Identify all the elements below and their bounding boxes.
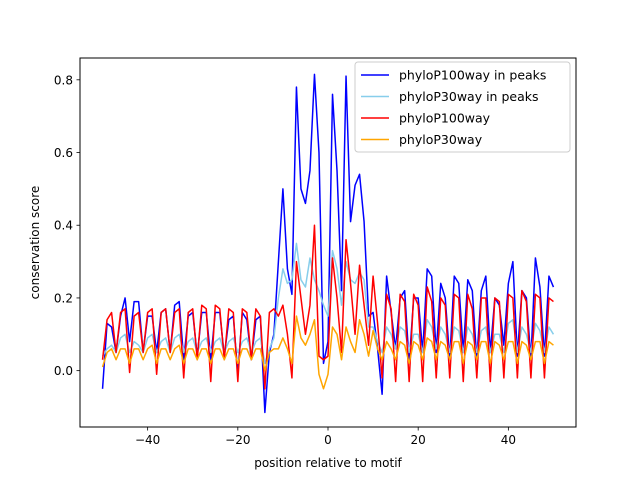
- x-tick-label: 0: [324, 433, 332, 447]
- y-tick-label: 0.4: [54, 219, 73, 233]
- x-axis-label: position relative to motif: [254, 456, 402, 470]
- y-tick-label: 0.6: [54, 146, 73, 160]
- y-axis-label: conservation score: [28, 186, 42, 300]
- x-tick-label: 20: [411, 433, 426, 447]
- x-tick-label: 40: [501, 433, 516, 447]
- legend-entry-label: phyloP30way in peaks: [399, 89, 538, 104]
- legend: phyloP100way in peaks phyloP30way in peak…: [354, 61, 571, 153]
- x-tick-label: −20: [225, 433, 250, 447]
- y-tick-label: 0.8: [54, 73, 73, 87]
- series-line-3: [101, 315, 554, 390]
- ticks-layer: −40 −20 0 20 40 0.0 0.2 0.4 0.6 0.8: [54, 73, 516, 447]
- y-tick-label: 0.2: [54, 291, 73, 305]
- x-tick-label: −40: [135, 433, 160, 447]
- legend-entry-label: phyloP30way: [399, 132, 483, 147]
- legend-box: [354, 61, 571, 153]
- y-tick-label: 0.0: [54, 364, 73, 378]
- legend-entry-label: phyloP100way: [399, 111, 491, 126]
- legend-entry-label: phyloP100way in peaks: [399, 68, 546, 83]
- series-layer: [101, 73, 555, 414]
